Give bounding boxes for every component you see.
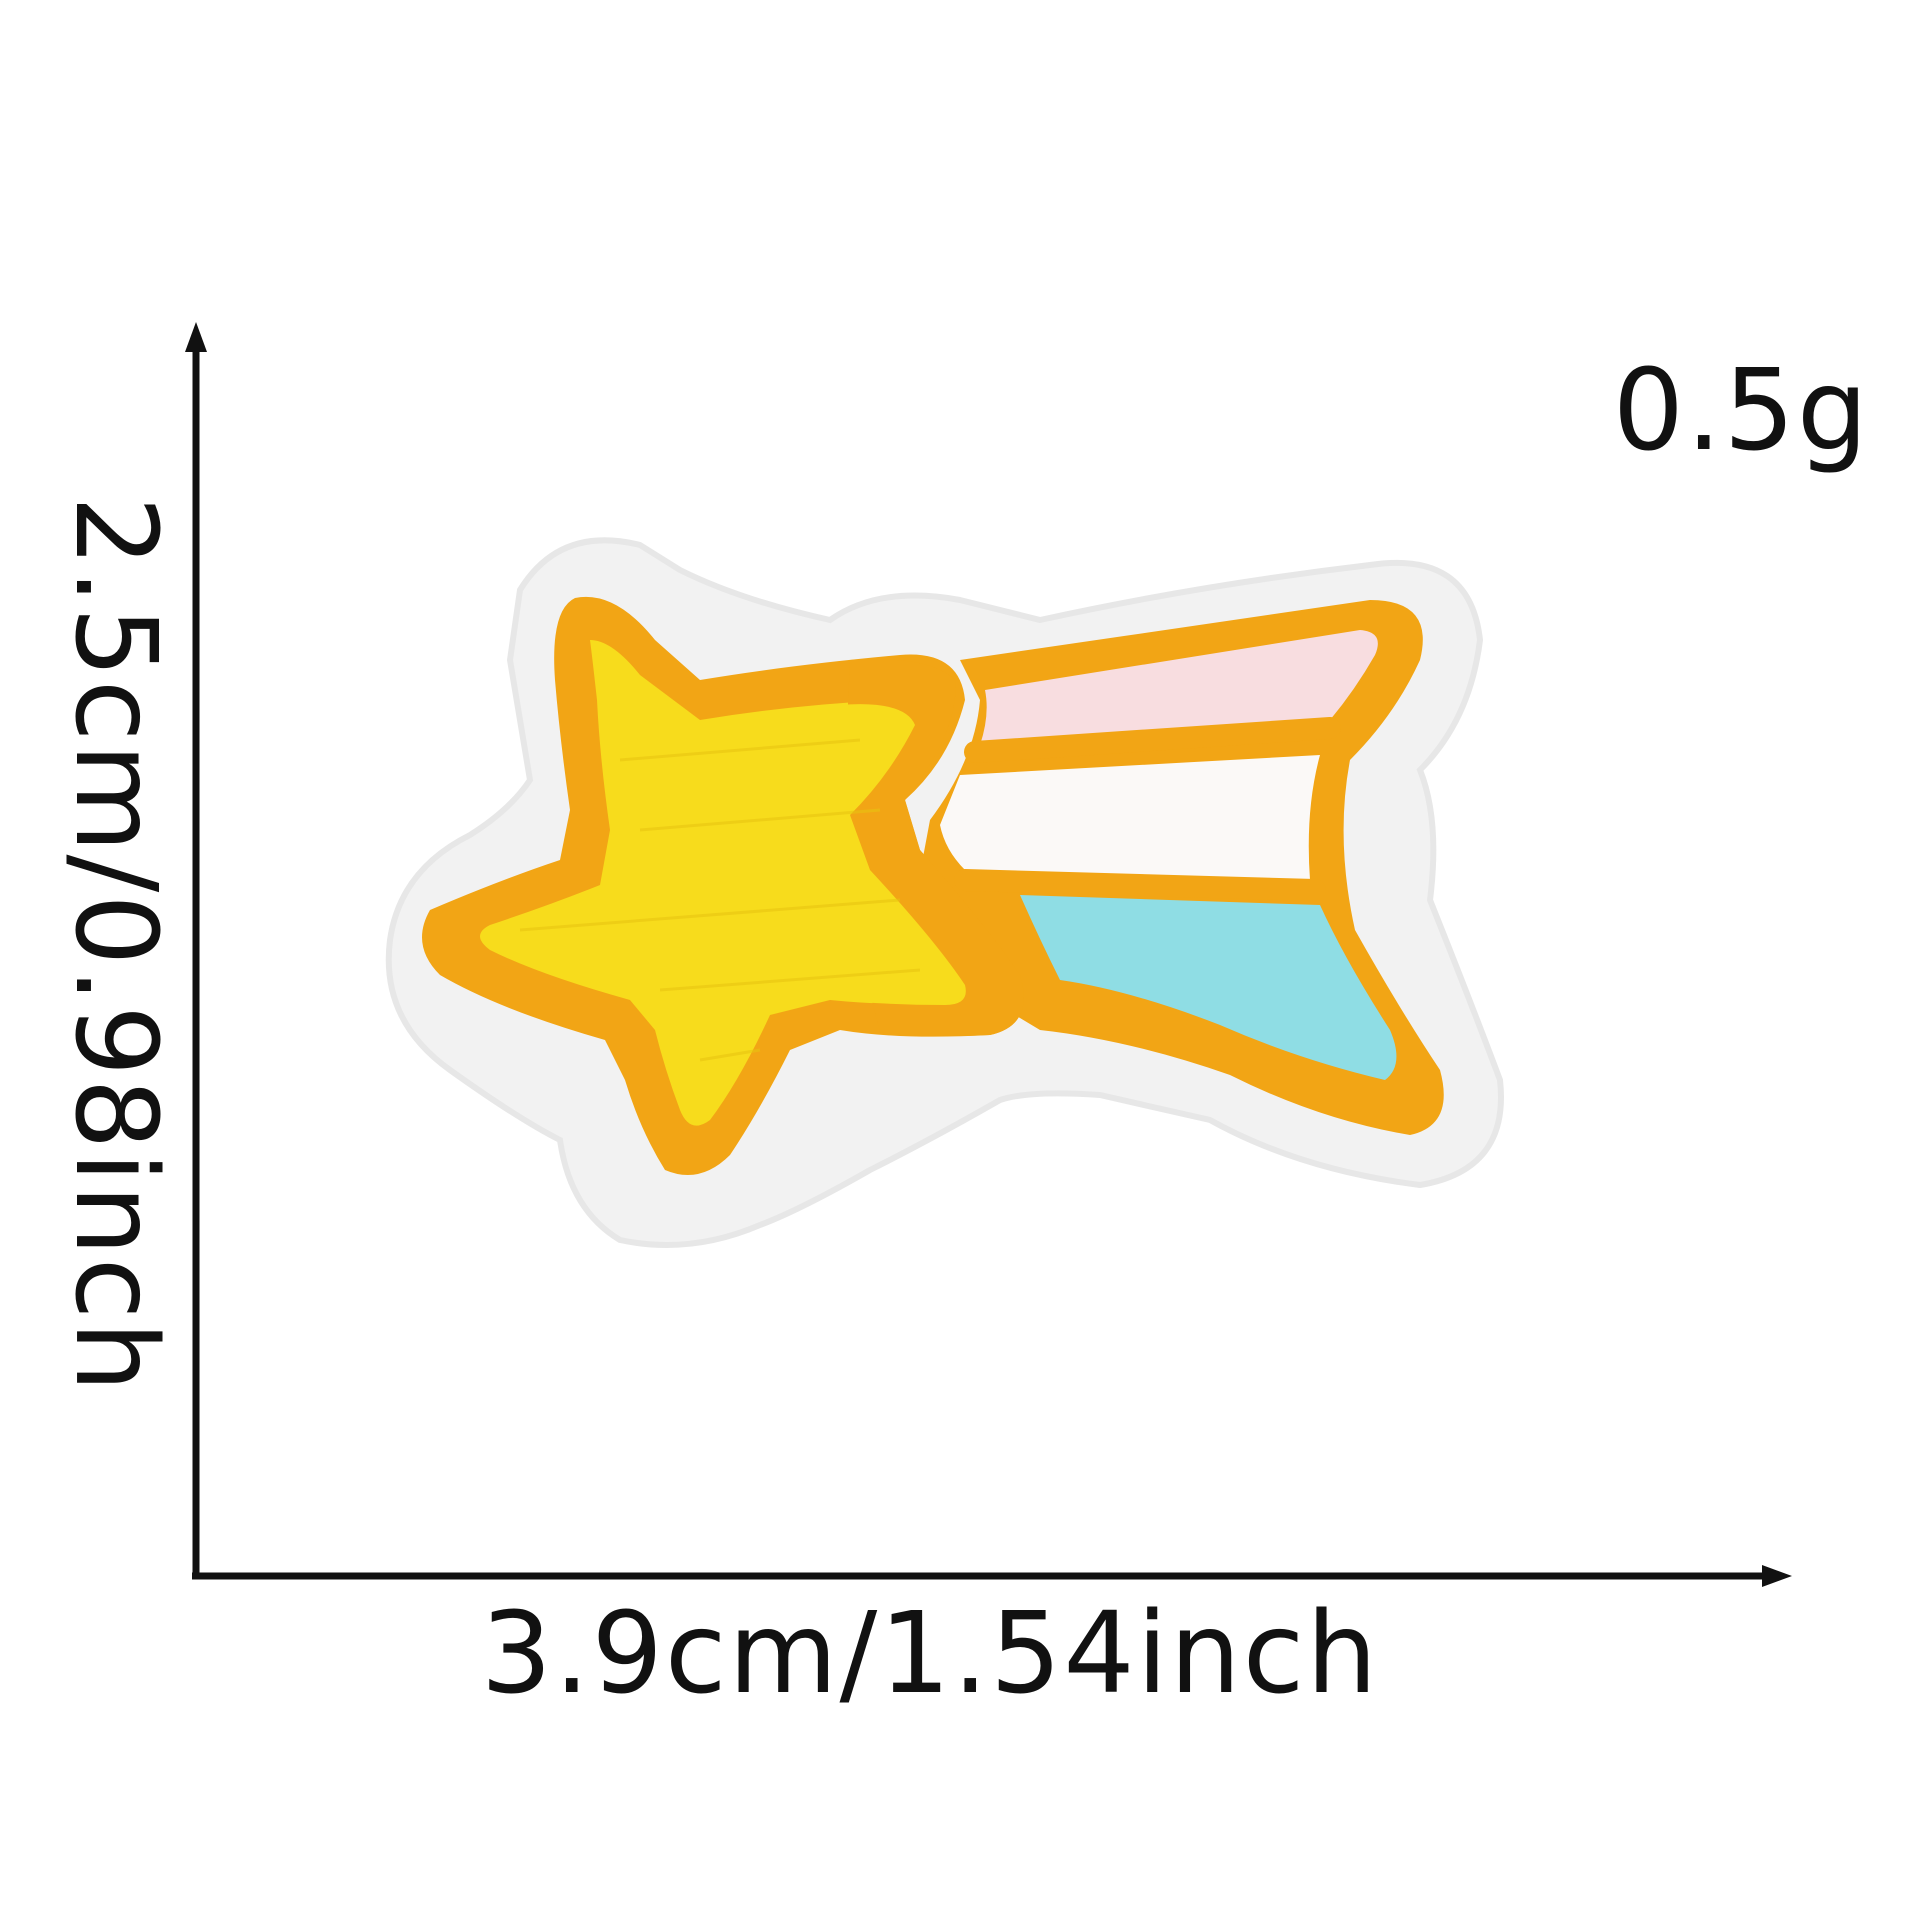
trail-stripe-white	[940, 755, 1320, 880]
trail-stripe-blue	[1020, 895, 1397, 1080]
width-axis-arrowhead	[1762, 1565, 1792, 1587]
star-overlap-fill	[830, 704, 966, 1005]
width-label: 3.9cm/1.54inch	[480, 1589, 1380, 1719]
height-label: 2.5cm/0.98inch	[50, 495, 180, 1395]
trail-stripe-pink	[980, 630, 1378, 745]
weight-label: 0.5g	[1612, 346, 1870, 476]
trail-separator-1	[964, 717, 1341, 763]
height-axis-arrowhead	[185, 322, 207, 352]
trail-separator-2	[954, 869, 1326, 901]
stitch-texture	[519, 738, 921, 1062]
